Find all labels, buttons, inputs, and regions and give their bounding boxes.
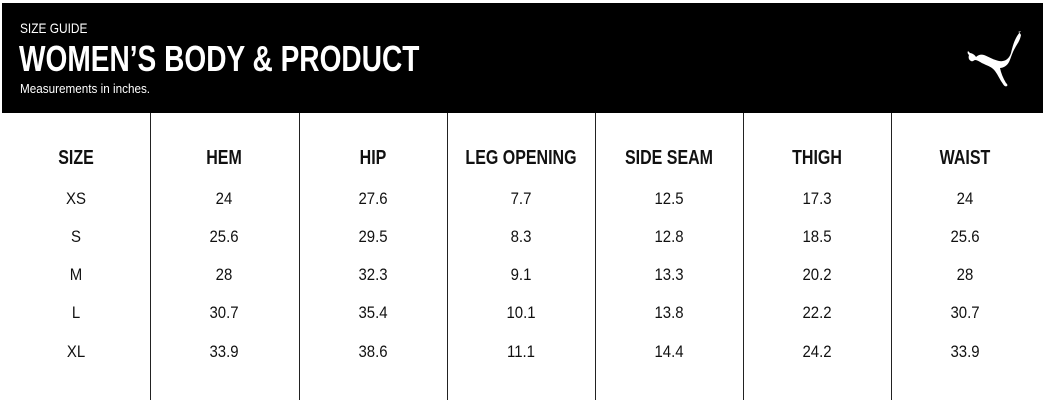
size-label: S [71, 227, 81, 246]
size-label: L [71, 303, 81, 322]
table-cell: 33.9 [209, 342, 239, 361]
table-cell: 12.5 [654, 189, 684, 208]
table-cell: 8.3 [510, 227, 532, 246]
table-cell: 24 [215, 189, 233, 208]
column-divider [891, 113, 892, 400]
table-cell: 7.7 [510, 189, 532, 208]
size-label: XL [66, 342, 86, 361]
size-label: XS [66, 189, 86, 208]
table-cell: 24.2 [802, 342, 832, 361]
column-header: THIGH [792, 147, 842, 169]
column-header: WAIST [939, 147, 991, 169]
table-cell: 20.2 [802, 265, 832, 284]
table-cell: 30.7 [950, 303, 980, 322]
table-cell: 22.2 [802, 303, 832, 322]
table-cell: 28 [215, 265, 233, 284]
table-cell: 25.6 [209, 227, 239, 246]
page-title: WOMEN’S BODY & PRODUCT [19, 38, 420, 79]
column-divider [299, 113, 300, 400]
column-divider [595, 113, 596, 400]
column-divider [447, 113, 448, 400]
table-cell: 13.8 [654, 303, 684, 322]
table-cell: 17.3 [802, 189, 832, 208]
table-cell: 11.1 [506, 342, 535, 361]
table-cell: 33.9 [950, 342, 980, 361]
column-header: HEM [206, 147, 242, 169]
column-header: HIP [359, 147, 387, 169]
column-header: SIZE [58, 147, 94, 169]
table-cell: 18.5 [802, 227, 832, 246]
table-cell: 32.3 [358, 265, 388, 284]
table-cell: 29.5 [358, 227, 388, 246]
table-cell: 9.1 [510, 265, 532, 284]
column-header: SIDE SEAM [624, 147, 714, 169]
table-cell: 14.4 [654, 342, 684, 361]
column-divider [150, 113, 151, 400]
table-cell: 38.6 [358, 342, 388, 361]
table-cell: 28 [956, 265, 974, 284]
column-divider [743, 113, 744, 400]
table-cell: 24 [956, 189, 974, 208]
size-guide-header: SIZE GUIDE WOMEN’S BODY & PRODUCT Measur… [2, 3, 1043, 113]
table-cell: 12.8 [654, 227, 684, 246]
table-cell: 27.6 [358, 189, 388, 208]
puma-cat-logo-icon [967, 31, 1021, 87]
table-cell: 10.1 [506, 303, 536, 322]
size-label: M [69, 265, 83, 284]
table-cell: 13.3 [654, 265, 684, 284]
kicker: SIZE GUIDE [20, 20, 88, 36]
column-header: LEG OPENING [465, 147, 577, 169]
table-cell: 25.6 [950, 227, 980, 246]
table-cell: 35.4 [358, 303, 388, 322]
subtitle: Measurements in inches. [20, 81, 151, 96]
table-cell: 30.7 [209, 303, 239, 322]
